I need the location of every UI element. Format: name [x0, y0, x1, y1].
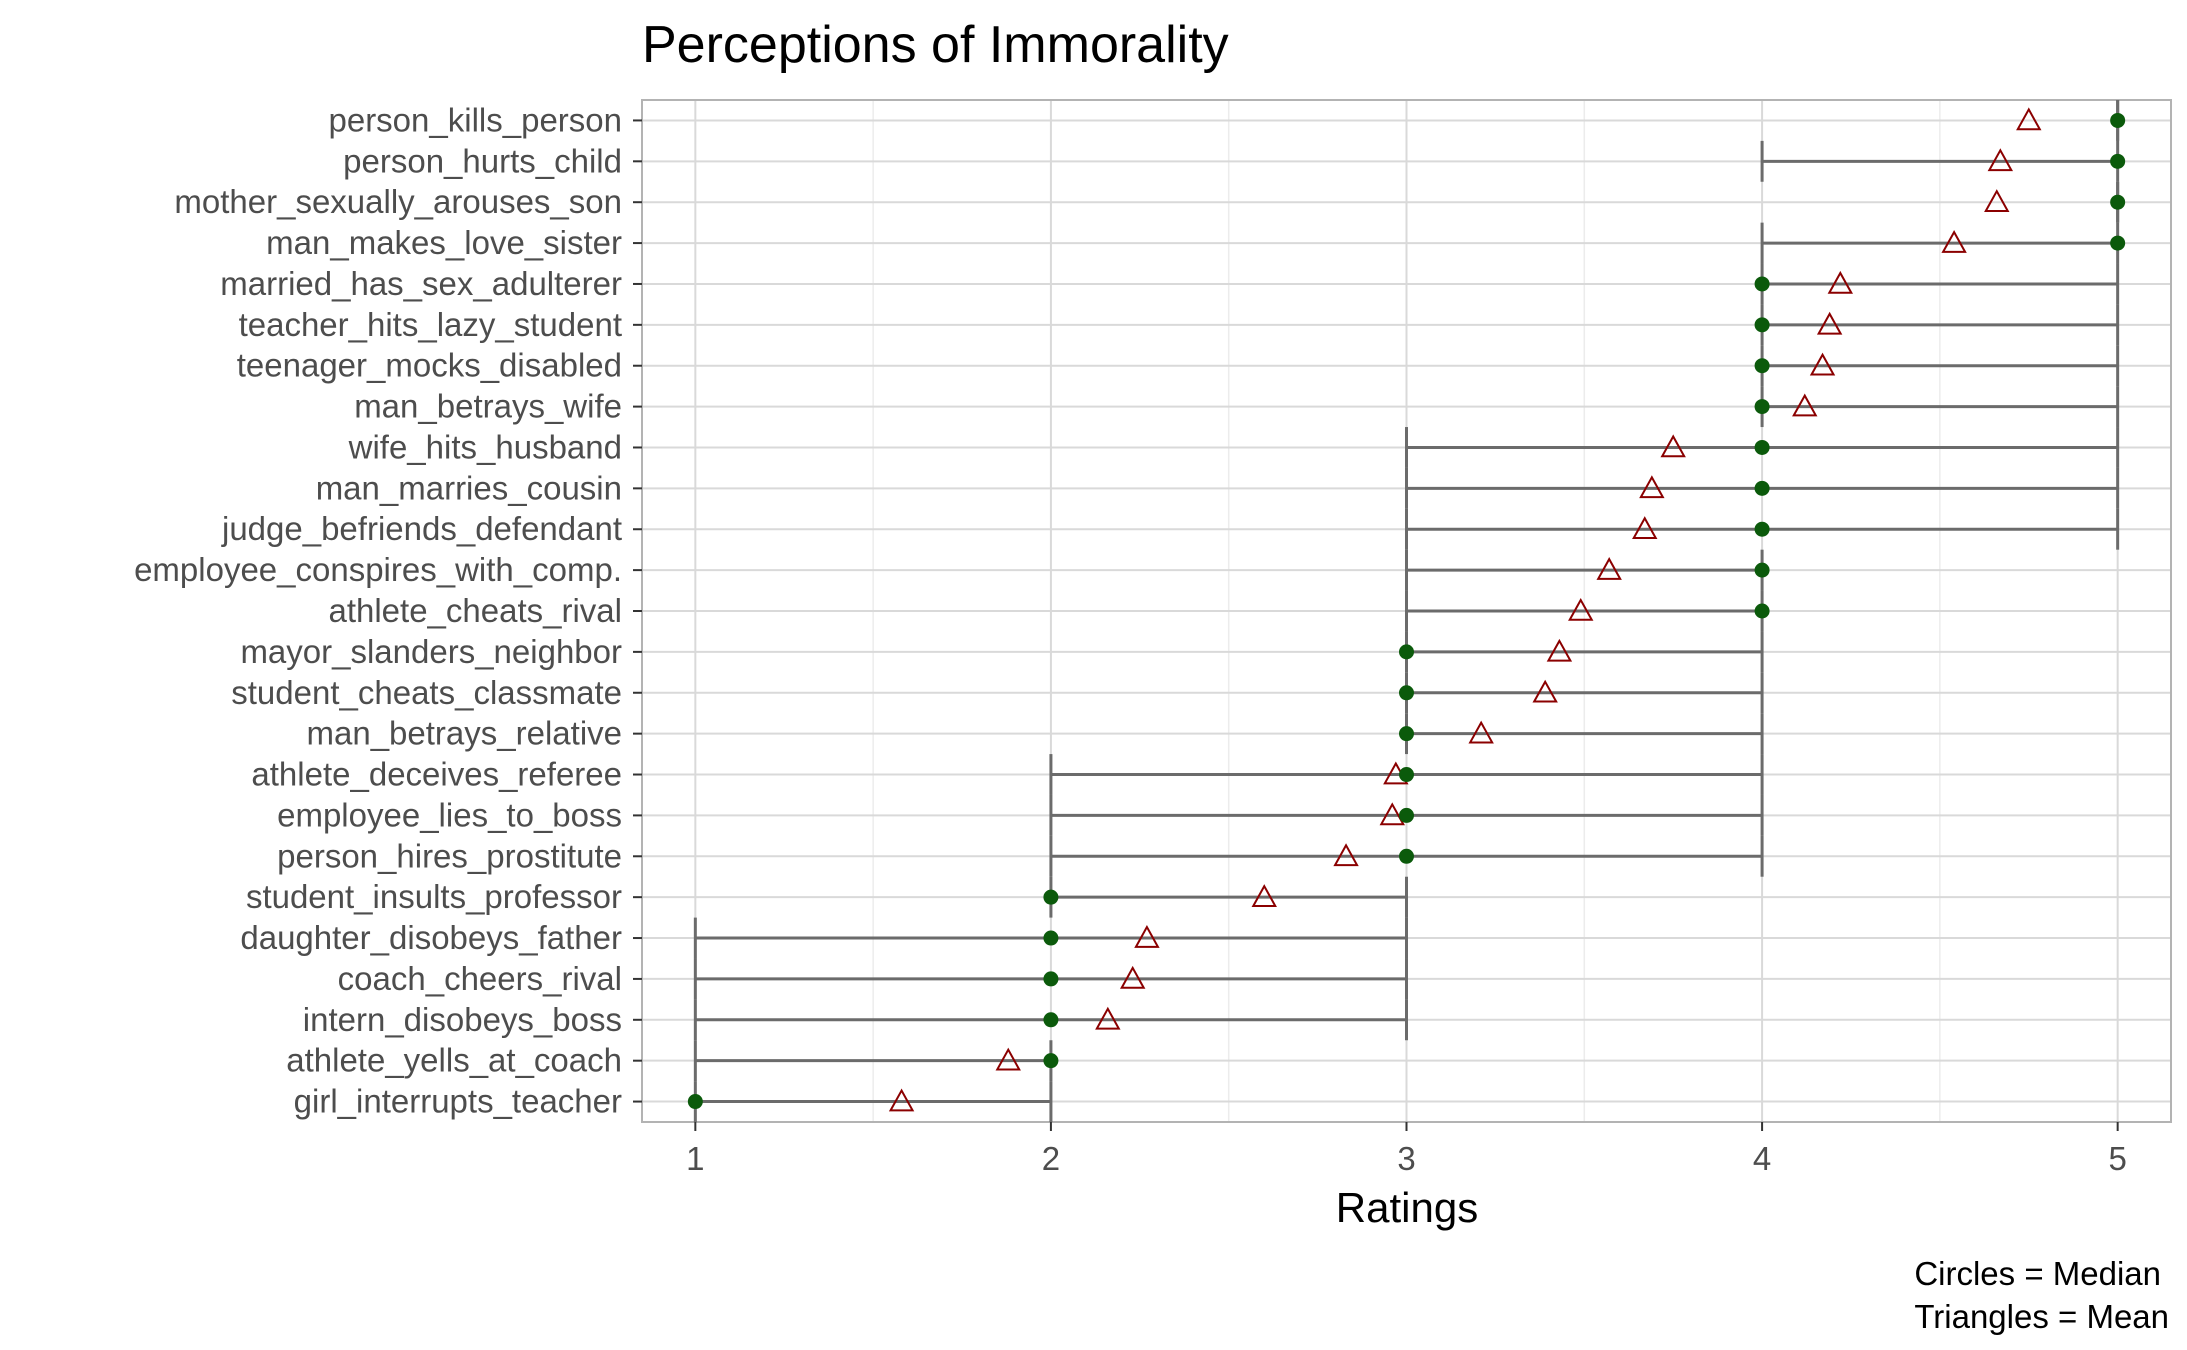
median-marker	[687, 1094, 703, 1110]
mean-marker	[1095, 1006, 1121, 1030]
mean-marker	[2016, 107, 2042, 131]
mean-marker	[1792, 393, 1818, 417]
y-tick-label: wife_hits_husband	[348, 428, 622, 465]
median-marker	[1043, 1053, 1059, 1069]
y-tick-label: girl_interrupts_teacher	[294, 1083, 622, 1120]
mean-marker	[1546, 638, 1573, 662]
y-tick-label: athlete_deceives_referee	[251, 756, 622, 793]
mean-marker	[1632, 516, 1658, 540]
x-tick-label: 3	[1397, 1140, 1415, 1177]
mean-marker	[1987, 148, 2014, 172]
mean-marker	[1984, 189, 2010, 212]
median-marker	[1399, 807, 1414, 823]
x-tick-label: 5	[2108, 1140, 2126, 1177]
median-marker	[1399, 767, 1414, 783]
y-tick-label: man_marries_cousin	[316, 469, 622, 506]
y-tick-label: athlete_cheats_rival	[328, 592, 622, 629]
y-tick-label: student_cheats_classmate	[231, 674, 622, 711]
y-tick-label: coach_cheers_rival	[338, 960, 622, 997]
y-tick-label: athlete_yells_at_coach	[286, 1042, 622, 1079]
median-marker	[1754, 276, 1770, 292]
median-marker	[1754, 562, 1770, 578]
mean-marker	[1251, 884, 1277, 907]
median-marker	[1754, 603, 1770, 619]
median-marker	[1043, 971, 1059, 987]
x-tick-label: 1	[686, 1140, 704, 1177]
median-marker	[1754, 358, 1770, 374]
y-tick-label: person_hurts_child	[343, 142, 622, 179]
median-marker	[2110, 112, 2126, 128]
y-tick-label: employee_conspires_with_comp.	[134, 551, 622, 588]
mean-marker	[1134, 924, 1160, 948]
y-tick-label: judge_befriends_defendant	[221, 510, 622, 547]
y-tick-label: mother_sexually_arouses_son	[174, 183, 622, 220]
y-tick-label: teacher_hits_lazy_student	[239, 306, 622, 343]
y-tick-label: person_kills_person	[328, 101, 622, 138]
median-marker	[1754, 439, 1770, 455]
plot-panel: person_kills_person person_hurts_childmot…	[134, 99, 2172, 1177]
median-marker	[2110, 194, 2126, 210]
median-marker	[2110, 153, 2126, 169]
mean-marker	[1333, 843, 1359, 867]
y-tick-label: employee_lies_to_boss	[277, 796, 622, 833]
mean-marker	[1639, 475, 1665, 499]
mean-marker	[1827, 270, 1854, 294]
y-tick-label: mayor_slanders_neighbor	[240, 633, 622, 670]
median-marker	[1754, 317, 1770, 333]
median-marker	[2110, 235, 2126, 251]
y-tick-label: man_betrays_wife	[354, 388, 622, 425]
median-marker	[1043, 889, 1059, 905]
y-tick-label: student_insults_professor	[246, 878, 622, 915]
mean-marker	[1568, 597, 1594, 621]
median-marker	[1399, 644, 1414, 660]
caption-median-note: Circles = Median	[1914, 1255, 2161, 1292]
y-tick-label: intern_disobeys_boss	[303, 1001, 622, 1038]
y-tick-label: person_hires_prostitute	[277, 837, 622, 874]
y-tick-label: daughter_disobeys_father	[240, 919, 622, 956]
median-marker	[1399, 685, 1414, 701]
y-tick-label: man_makes_love_sister	[266, 224, 622, 261]
mean-marker	[888, 1088, 915, 1112]
mean-marker	[1379, 802, 1405, 826]
x-tick-label: 2	[1042, 1140, 1060, 1177]
y-tick-label: man_betrays_relative	[307, 715, 623, 752]
mean-marker	[1120, 965, 1146, 989]
mean-marker	[1596, 557, 1622, 580]
median-marker	[1399, 848, 1414, 864]
median-marker	[1754, 399, 1770, 415]
mean-marker	[1660, 434, 1686, 458]
y-tick-label: married_has_sex_adulterer	[220, 265, 622, 302]
mean-marker	[1809, 352, 1836, 376]
x-tick-label: 4	[1753, 1140, 1771, 1177]
mean-marker	[1941, 230, 1967, 253]
mean-marker	[1468, 720, 1494, 744]
median-marker	[1043, 930, 1059, 946]
mean-marker	[995, 1047, 1021, 1071]
median-marker	[1043, 1012, 1059, 1028]
chart-title: Perceptions of Immorality	[642, 16, 1229, 74]
median-marker	[1754, 480, 1770, 496]
median-marker	[1399, 726, 1414, 742]
x-axis-title: Ratings	[1336, 1184, 1478, 1231]
median-marker	[1754, 521, 1770, 537]
caption-mean-note: Triangles = Mean	[1914, 1298, 2169, 1335]
y-tick-label: teenager_mocks_disabled	[237, 347, 622, 384]
mean-marker	[1816, 311, 1843, 335]
mean-marker	[1532, 679, 1558, 703]
